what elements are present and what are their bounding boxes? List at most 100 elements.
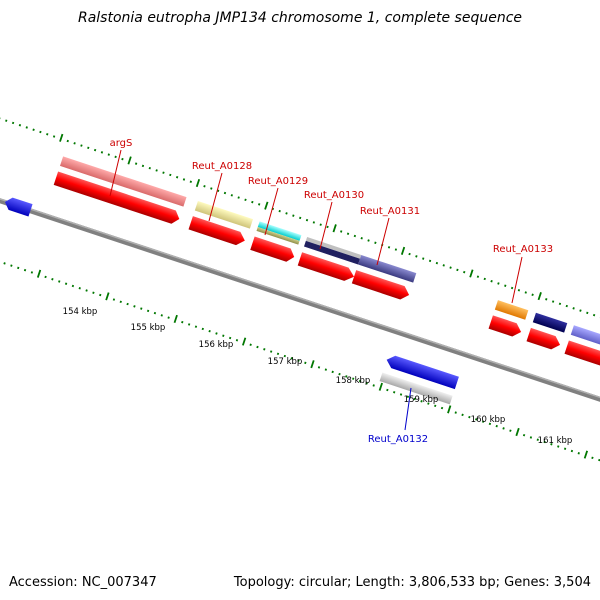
reverse-minor-tick — [399, 393, 403, 396]
forward-minor-tick — [510, 286, 514, 290]
forward-minor-tick — [258, 203, 261, 206]
reverse-minor-tick — [201, 327, 204, 331]
gene-bar-reut-a0130-top[interactable] — [305, 237, 362, 259]
reverse-minor-tick — [222, 334, 225, 337]
gene-label-reut-a0130[interactable]: Reut_A0130 — [304, 190, 364, 201]
gene-label-reut-a0128[interactable]: Reut_A0128 — [192, 161, 252, 172]
gene-bar-reut-a0131[interactable] — [358, 254, 417, 283]
gene-bar-reut-a0133[interactable] — [494, 300, 529, 320]
reverse-minor-tick — [461, 413, 464, 417]
forward-major-tick — [127, 156, 132, 165]
cds-arrow-arg-s[interactable] — [53, 171, 182, 226]
forward-minor-tick — [182, 178, 186, 181]
forward-minor-tick — [428, 259, 432, 263]
cds-arrow-reut-a0130[interactable] — [297, 252, 357, 283]
forward-minor-tick — [346, 232, 350, 235]
reverse-minor-tick — [591, 456, 594, 460]
reverse-minor-tick — [522, 433, 526, 437]
gene-label-reut-a0129[interactable]: Reut_A0129 — [248, 176, 308, 187]
reverse-minor-tick — [502, 427, 505, 430]
forward-strand-ticks — [0, 117, 600, 319]
forward-minor-tick — [189, 180, 192, 183]
kbp-label-155: 155 kbp — [131, 323, 166, 333]
forward-minor-tick — [39, 130, 42, 134]
gene-bar-navy[interactable] — [532, 312, 568, 333]
forward-minor-tick — [223, 191, 227, 195]
cds-arrow-reut-a0132[interactable] — [385, 354, 459, 390]
forward-minor-tick — [456, 268, 459, 272]
forward-minor-tick — [114, 155, 117, 159]
reverse-minor-tick — [30, 271, 34, 274]
cds-arrow-reverse-left[interactable] — [3, 196, 33, 217]
gene-bar-lavender[interactable] — [570, 325, 600, 354]
reverse-minor-tick — [146, 309, 150, 313]
reverse-minor-tick — [78, 287, 81, 290]
gene-bar-reut-a0130[interactable] — [303, 240, 360, 265]
gene-bar-reut-a0129-bottom[interactable] — [256, 227, 300, 245]
reverse-minor-tick — [208, 329, 211, 333]
reverse-minor-tick — [119, 300, 122, 304]
forward-minor-tick — [107, 153, 110, 156]
forward-minor-tick — [504, 284, 507, 287]
kbp-label-154: 154 kbp — [63, 307, 98, 317]
reverse-minor-tick — [85, 289, 88, 292]
gene-label-arg-s[interactable]: argS — [110, 138, 133, 149]
forward-minor-tick — [210, 187, 213, 190]
map-title: Ralstonia eutropha JMP134 chromosome 1, … — [78, 10, 522, 26]
reverse-minor-tick — [529, 436, 533, 439]
forward-minor-tick — [387, 246, 391, 249]
forward-minor-tick — [524, 291, 527, 294]
gene-bar-reut-a0132[interactable] — [379, 372, 453, 405]
reverse-minor-tick — [488, 422, 492, 426]
cds-arrow-reut-a0133[interactable] — [488, 315, 524, 338]
kbp-label-159: 159 kbp — [404, 395, 439, 405]
forward-minor-tick — [415, 255, 418, 258]
forward-minor-tick — [292, 214, 295, 217]
reverse-minor-tick — [187, 323, 191, 326]
reverse-minor-tick — [550, 443, 553, 446]
sequence-backbone-highlight — [0, 172, 600, 425]
forward-minor-tick — [230, 194, 233, 197]
reverse-minor-tick — [269, 350, 273, 353]
forward-minor-tick — [367, 239, 370, 242]
gene-bar-arg-s[interactable] — [59, 156, 187, 207]
forward-minor-tick — [155, 169, 158, 172]
cds-arrow-lavender[interactable] — [564, 340, 600, 372]
forward-minor-tick — [592, 313, 596, 317]
reverse-minor-tick — [475, 418, 478, 421]
forward-minor-tick — [203, 185, 206, 188]
forward-minor-tick — [121, 157, 124, 161]
reverse-minor-tick — [112, 298, 116, 301]
forward-minor-tick — [586, 311, 589, 315]
cds-arrow-reut-a0131[interactable] — [351, 270, 411, 302]
reverse-minor-tick — [276, 352, 280, 356]
reverse-minor-tick — [153, 311, 157, 315]
forward-minor-tick — [394, 248, 398, 251]
reverse-minor-tick — [413, 397, 416, 401]
cds-arrow-navy[interactable] — [526, 327, 563, 352]
cds-arrow-reut-a0128[interactable] — [188, 216, 248, 247]
gene-bar-reut-a0128[interactable] — [194, 200, 254, 229]
sequence-backbone — [0, 172, 600, 428]
forward-minor-tick — [360, 237, 363, 240]
forward-major-tick — [195, 178, 201, 188]
forward-minor-tick — [0, 117, 1, 120]
genome-strip — [0, 117, 600, 462]
reverse-minor-tick — [495, 424, 498, 428]
forward-minor-tick — [312, 221, 316, 224]
cds-arrow-reut-a0129[interactable] — [250, 236, 296, 264]
gene-bar-reut-a0129-top[interactable] — [257, 221, 302, 241]
reverse-major-tick — [447, 405, 452, 414]
forward-minor-tick — [285, 212, 288, 215]
gene-label-reut-a0132[interactable]: Reut_A0132 — [368, 434, 428, 445]
forward-minor-tick — [435, 261, 439, 265]
forward-minor-tick — [93, 148, 97, 152]
reverse-minor-tick — [10, 264, 13, 267]
leader-line-reut-a0131 — [376, 217, 390, 266]
gene-label-reut-a0133[interactable]: Reut_A0133 — [493, 244, 553, 255]
reverse-major-tick — [515, 427, 520, 437]
forward-minor-tick — [545, 298, 548, 301]
gene-label-reut-a0131[interactable]: Reut_A0131 — [360, 206, 420, 217]
reverse-minor-tick — [71, 284, 75, 288]
